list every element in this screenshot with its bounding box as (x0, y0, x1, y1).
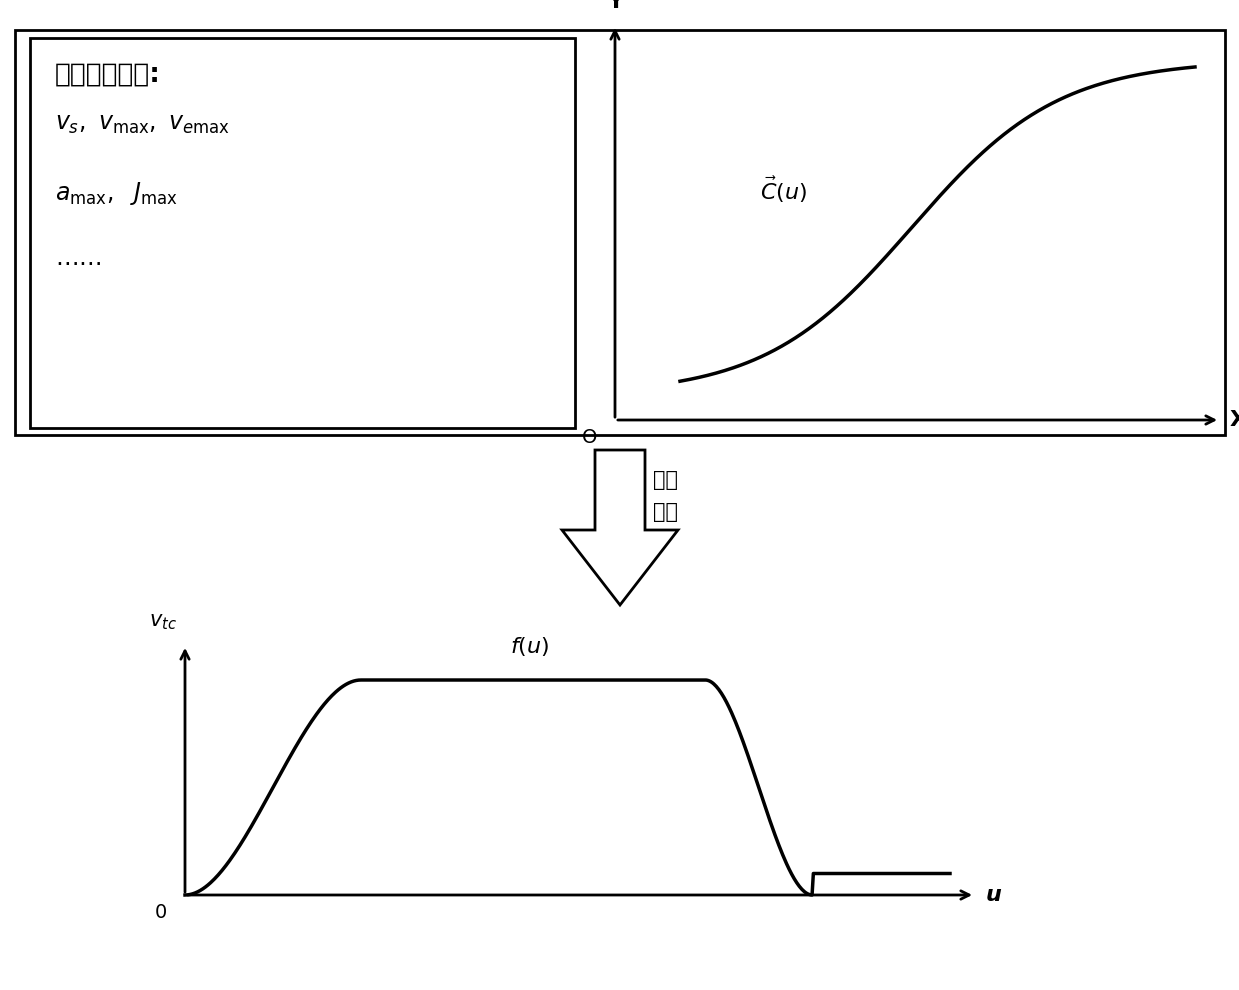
Bar (15, 30, 1225, 435)
Text: $\boldsymbol{u}$: $\boldsymbol{u}$ (985, 885, 1002, 905)
Text: 规划约束条件:: 规划约束条件: (55, 62, 161, 88)
Text: $\cdots\cdots$: $\cdots\cdots$ (55, 250, 102, 274)
Polygon shape (563, 450, 678, 605)
Text: X: X (1230, 410, 1239, 430)
Text: O: O (581, 428, 597, 447)
Text: 运动: 运动 (653, 470, 678, 490)
Text: 规划: 规划 (653, 502, 678, 522)
Text: 0: 0 (155, 903, 167, 922)
Text: $\it{v}_{s}$$,\ $$\it{v}_{\max}$$,\ $$\it{v}_{e\max}$: $\it{v}_{s}$$,\ $$\it{v}_{\max}$$,\ $$\i… (55, 112, 230, 136)
Bar (30, 38, 575, 428)
Text: $\vec{C}(u)$: $\vec{C}(u)$ (760, 175, 807, 205)
Text: $\it{a}_{\max}$$,\ \ $$\it{J}_{\max}$: $\it{a}_{\max}$$,\ \ $$\it{J}_{\max}$ (55, 180, 178, 207)
Text: $v_{tc}$: $v_{tc}$ (149, 612, 177, 632)
Text: Y: Y (607, 0, 623, 12)
Text: $f(u)$: $f(u)$ (509, 635, 549, 658)
